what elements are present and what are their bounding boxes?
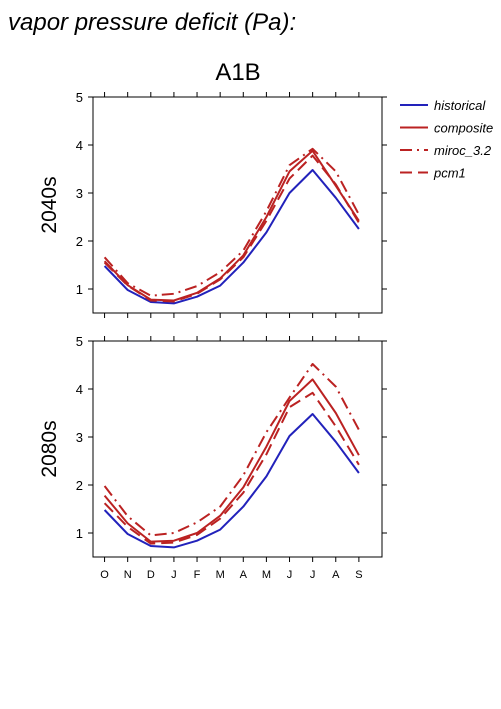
x-tick-label: A	[240, 569, 248, 581]
figure-title: vapor pressure deficit (Pa):	[8, 9, 296, 36]
y-tick-label: 4	[76, 138, 83, 153]
x-tick-label: J	[171, 569, 177, 581]
y-tick-label: 2	[76, 234, 83, 249]
x-tick-label: O	[100, 569, 109, 581]
series-line-historical	[103, 169, 360, 305]
y-tick-label: 1	[76, 282, 83, 297]
x-tick-label: M	[216, 569, 225, 581]
y-tick-label: 5	[76, 334, 83, 349]
plot-frame	[92, 340, 383, 558]
legend-label: historical	[434, 98, 486, 113]
series-line-miroc_3.2	[103, 363, 360, 537]
series-line-composite	[103, 378, 360, 543]
x-tick-label: N	[124, 569, 132, 581]
y-tick-label: 1	[76, 526, 83, 541]
y-axis-label: 2080s	[38, 420, 61, 477]
x-tick-label: D	[147, 569, 155, 581]
series-line-historical	[103, 413, 360, 549]
x-tick-label: M	[262, 569, 271, 581]
plot-frame	[92, 96, 383, 314]
y-tick-label: 5	[76, 90, 83, 105]
panels: 1 2 3 4 5 2040s 1 2 3 4 5 O N D J F M A M J J A S 2080s	[38, 90, 387, 581]
series-line-pcm1	[103, 391, 360, 545]
panel-1: 1 2 3 4 5 O N D J F M A M J J A S 2080s	[38, 334, 387, 581]
legend: historical composite miroc_3.2 pcm1	[400, 98, 493, 181]
legend-label: miroc_3.2	[434, 143, 492, 158]
y-tick-label: 3	[76, 186, 83, 201]
x-tick-label: S	[355, 569, 362, 581]
x-tick-label: A	[332, 569, 340, 581]
legend-label: pcm1	[433, 166, 466, 181]
x-tick-label: J	[287, 569, 293, 581]
y-tick-label: 2	[76, 478, 83, 493]
legend-label: composite	[434, 121, 493, 136]
series-line-composite	[103, 149, 360, 302]
x-tick-label: F	[194, 569, 201, 581]
y-tick-label: 4	[76, 382, 83, 397]
y-axis-label: 2040s	[38, 176, 61, 233]
series-line-miroc_3.2	[103, 147, 360, 297]
series-line-pcm1	[103, 154, 360, 303]
y-tick-label: 3	[76, 430, 83, 445]
x-tick-label: J	[310, 569, 316, 581]
panel-0: 1 2 3 4 5 2040s	[38, 90, 387, 318]
scenario-label: A1B	[215, 59, 260, 86]
